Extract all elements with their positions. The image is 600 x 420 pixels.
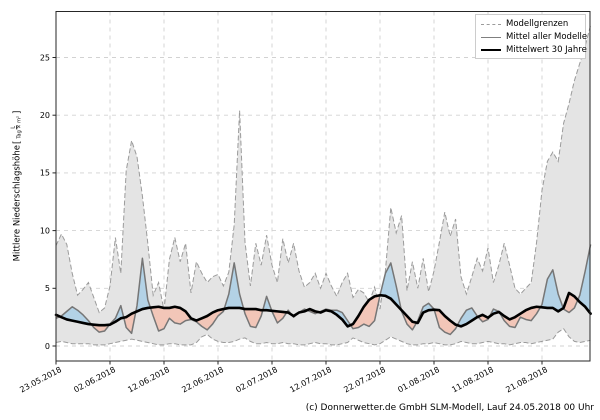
- dashed-line-swatch: [481, 23, 501, 25]
- upper-bound-line: [55, 25, 592, 314]
- y-tick-label: 25: [40, 53, 50, 62]
- above-normal-area: [135, 258, 151, 312]
- gray-line-swatch: [481, 36, 501, 38]
- legend-label: Mittel aller Modelle: [506, 32, 588, 42]
- legend-item-mittel-aller-modelle: Mittel aller Modelle: [481, 32, 587, 42]
- above-normal-area: [109, 305, 124, 325]
- below-normal-area: [243, 308, 263, 328]
- legend-label: Modellgrenzen: [506, 19, 569, 29]
- below-normal-area: [150, 306, 225, 331]
- y-tick-label: 5: [45, 284, 50, 293]
- y-axis-unit-denominator: Tag × m²: [16, 115, 23, 139]
- below-normal-area: [350, 295, 380, 329]
- above-normal-area: [224, 262, 244, 309]
- y-axis-label-text: Mittlere Niederschlagshöhe: [12, 145, 22, 262]
- lower-bound-line: [55, 328, 591, 346]
- copyright-footer: (c) Donnerwetter.de GmbH SLM-Modell, Lau…: [305, 403, 594, 413]
- plot-border: [55, 11, 591, 362]
- above-normal-area: [540, 269, 564, 312]
- model-range-area: [56, 25, 591, 345]
- y-tick-label: 10: [40, 226, 50, 235]
- legend-item-modellgrenzen: Modellgrenzen: [481, 19, 580, 29]
- legend-label: Mittelwert 30 Jahre: [506, 45, 587, 55]
- legend: Modellgrenzen Mittel aller Modelle Mitte…: [475, 14, 587, 59]
- y-axis-unit-open: [: [12, 140, 22, 145]
- y-axis-unit-fraction: L Tag × m²: [10, 115, 23, 139]
- y-tick-label: 0: [45, 342, 50, 351]
- climate-mean-line: [54, 291, 592, 328]
- legend-item-mittelwert-30-jahre: Mittelwert 30 Jahre: [481, 45, 587, 55]
- above-normal-area: [457, 307, 478, 327]
- y-axis-unit-close: ]: [12, 110, 22, 114]
- below-normal-area: [271, 310, 287, 323]
- above-normal-area: [262, 296, 272, 311]
- above-normal-area: [416, 303, 435, 323]
- y-axis-label: Mittlere Niederschlagshöhe [ L Tag × m² …: [10, 110, 23, 262]
- y-tick-label: 20: [40, 111, 50, 120]
- black-line-swatch: [481, 49, 501, 51]
- below-normal-area: [434, 309, 458, 335]
- y-tick-label: 15: [40, 169, 50, 178]
